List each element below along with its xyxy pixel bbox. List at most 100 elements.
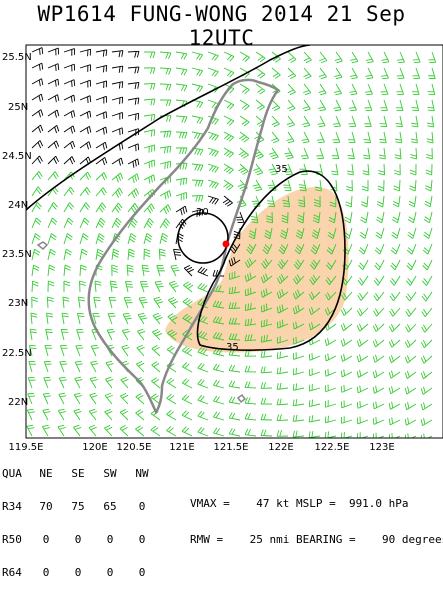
wind-barb-feather: [136, 114, 137, 120]
wind-barb-feather: [104, 113, 105, 119]
row-label: R50: [2, 534, 30, 545]
wind-barb-feather: [381, 76, 387, 77]
wind-barb: [47, 297, 48, 308]
wind-barb-feather: [268, 185, 274, 186]
wind-barb-feather: [360, 401, 361, 407]
wind-barb-feather: [364, 142, 370, 143]
wind-barb: [261, 435, 272, 436]
wind-barb: [245, 387, 256, 388]
wind-barb-feather: [125, 281, 131, 282]
table-cell: 0: [126, 534, 158, 545]
lon-label: 123E: [369, 442, 394, 453]
table-header: QUA: [2, 468, 30, 479]
wind-barb-feather: [349, 108, 355, 109]
metrics-line-rmw-bearing: RMW = 25 nmi BEARING = 90 degrees: [190, 534, 443, 546]
map-canvas: 20 35 35 25.5N 25N 24.5N 24N 23.5N 23N 2…: [0, 0, 443, 500]
table-cell: 0: [30, 534, 62, 545]
wind-barb-feather: [138, 113, 139, 119]
wind-barb-feather: [58, 64, 59, 70]
wind-barb-feather: [280, 352, 281, 358]
wind-barb-feather: [344, 385, 345, 391]
wind-barb-feather: [333, 124, 339, 125]
row-label: R64: [2, 567, 30, 578]
table-cell: 0: [126, 567, 158, 578]
table-cell: 65: [94, 501, 126, 512]
wind-barb-feather: [350, 110, 356, 111]
wind-barb-feather: [318, 142, 324, 143]
lat-label: 24N: [8, 200, 28, 211]
wind-barb: [384, 164, 385, 175]
wind-barb-feather: [412, 107, 418, 108]
wind-barb-feather: [364, 140, 370, 141]
wind-barb: [399, 180, 400, 191]
wind-barb-feather: [90, 96, 91, 102]
row-label: R34: [2, 501, 30, 512]
wind-barb-feather: [382, 78, 388, 79]
wind-barb-feather: [106, 65, 107, 71]
table-header: NW: [126, 468, 158, 479]
wind-barb-feather: [251, 303, 252, 309]
table-cell: 0: [94, 567, 126, 578]
wind-barb-feather: [104, 66, 105, 72]
wind-barb-feather: [302, 158, 308, 159]
wind-barb-feather: [277, 352, 278, 358]
wind-barb-feather: [341, 386, 342, 392]
wind-barb-feather: [106, 112, 107, 118]
lat-label: 23.5N: [2, 249, 32, 260]
wind-barb-feather: [175, 255, 181, 256]
map-panel: 20 35 35 25.5N 25N 24.5N 24N 23.5N 23N 2…: [0, 0, 443, 500]
wind-barb-feather: [245, 304, 246, 310]
wind-barb-feather: [56, 65, 57, 71]
lat-label: 25.5N: [2, 52, 32, 63]
table-cell: 0: [62, 567, 94, 578]
wind-barb: [277, 420, 288, 421]
wind-barb-feather: [373, 418, 374, 424]
table-cell: 0: [30, 567, 62, 578]
storm-metrics: VMAX = 47 kt MSLP = 991.0 hPa RMW = 25 n…: [190, 474, 443, 558]
wind-barb-feather: [126, 284, 132, 285]
lon-label: 122.5E: [315, 442, 350, 453]
wind-barb-feather: [325, 370, 326, 376]
map-title: WP1614 FUNG-WONG 2014 21 Sep 12UTC: [0, 2, 443, 50]
wind-barb-feather: [174, 252, 180, 253]
wind-barb: [32, 281, 33, 292]
contour-label-35-top: 35: [275, 164, 288, 175]
wind-barb-feather: [127, 287, 133, 288]
wind-barb-feather: [77, 313, 83, 314]
wind-barb-feather: [366, 94, 372, 95]
wind-barb-feather: [301, 156, 307, 157]
lat-label: 24.5N: [2, 151, 32, 162]
wind-barb-feather: [389, 434, 390, 440]
wind-barb-feather: [334, 126, 340, 127]
wind-barb-feather: [328, 369, 329, 375]
lat-label: 25N: [8, 102, 28, 113]
table-header: SW: [94, 468, 126, 479]
wind-barb-feather: [88, 97, 89, 103]
wind-barb-feather: [396, 126, 402, 127]
table-cell: 70: [30, 501, 62, 512]
table-cell: 75: [62, 501, 94, 512]
wind-barb-feather: [72, 81, 73, 87]
wind-barb-feather: [412, 110, 418, 111]
lat-label: 22N: [8, 397, 28, 408]
wind-barb-feather: [312, 400, 313, 406]
wind-barb-feather: [29, 345, 35, 346]
lat-label: 22.5N: [2, 348, 32, 359]
table-cell: 0: [126, 501, 158, 512]
wind-barb-feather: [309, 400, 310, 406]
wind-barb-feather: [174, 249, 180, 250]
wind-barb-feather: [357, 402, 358, 408]
wind-barb-feather: [365, 92, 371, 93]
wind-barb-feather: [78, 316, 84, 317]
table-cell: 0: [94, 534, 126, 545]
contour-label-20: 20: [196, 207, 209, 218]
wind-barb-feather: [396, 123, 402, 124]
table-cell: 0: [62, 534, 94, 545]
wind-barb-feather: [317, 140, 323, 141]
wind-barb: [144, 83, 155, 84]
wind-barb-feather: [376, 417, 377, 423]
